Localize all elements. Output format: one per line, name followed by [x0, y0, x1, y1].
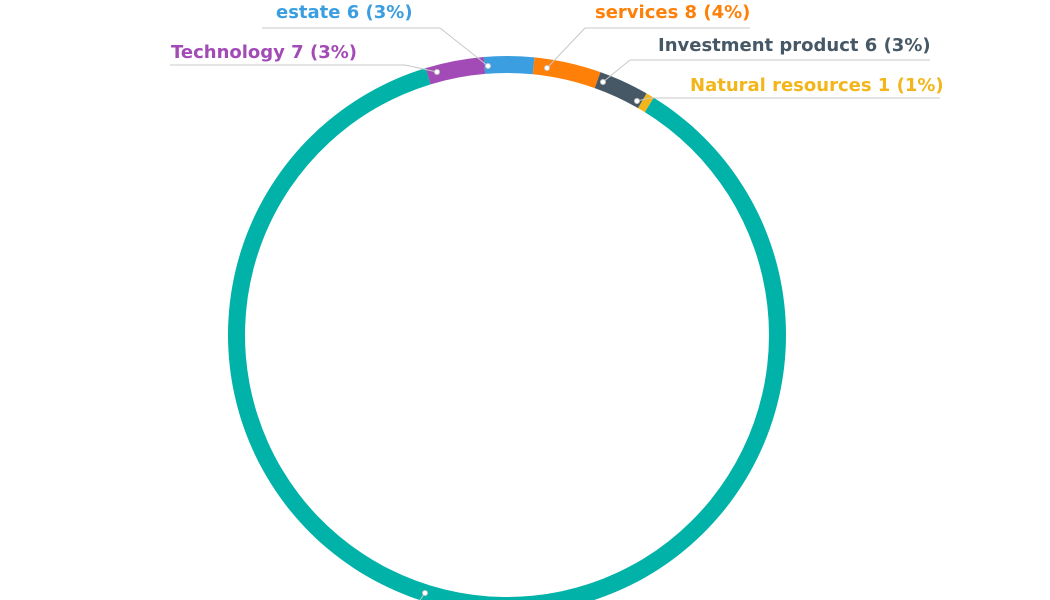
leader-dot-3: [434, 69, 440, 75]
label-natural-resources: Natural resources 1 (1%): [690, 75, 944, 96]
leader-line-3: [404, 64, 438, 73]
leader-dot-2: [600, 79, 606, 85]
label-investment-product: Investment product 6 (3%): [658, 35, 931, 56]
leader-line-2: [602, 59, 631, 83]
label-technology: Technology 7 (3%): [171, 42, 357, 63]
leader-line-0: [546, 27, 586, 69]
donut-slices: [228, 56, 786, 600]
label-estate: estate 6 (3%): [276, 2, 413, 23]
donut-slice-investment-product: [594, 72, 647, 109]
label-leader-lines: [170, 27, 940, 600]
leader-dot-5: [422, 590, 428, 596]
donut-slice-estate: [483, 56, 535, 75]
donut-slice-services: [532, 57, 601, 89]
leader-dot-0: [544, 65, 550, 71]
leader-dot-4: [634, 98, 640, 104]
leader-line-1: [439, 27, 489, 67]
label-services: services 8 (4%): [595, 2, 750, 23]
donut-slice-unlabeled: [228, 68, 786, 600]
donut-slice-technology: [425, 56, 486, 85]
leader-dot-1: [485, 63, 491, 69]
